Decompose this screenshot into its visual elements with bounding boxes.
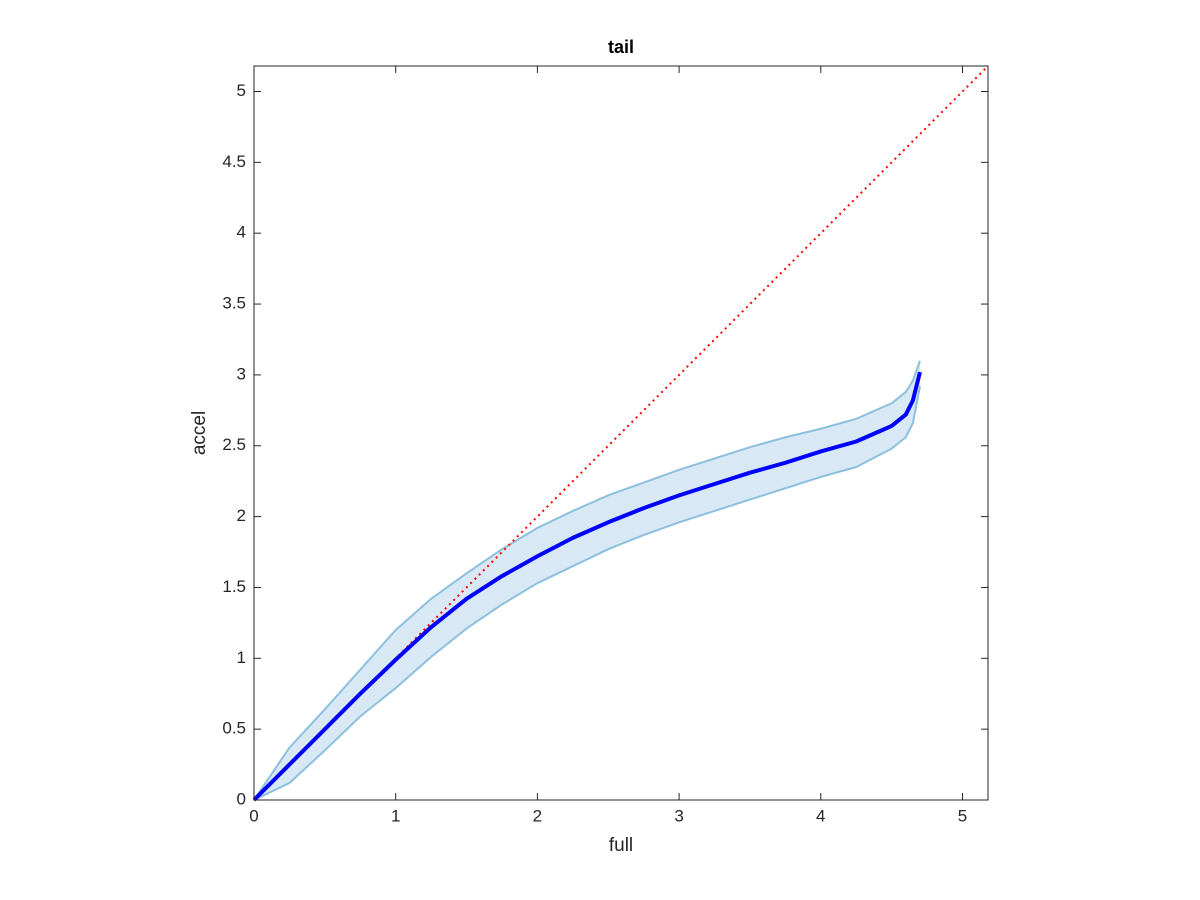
chart-title: tail — [608, 37, 634, 57]
band-edge — [253, 386, 921, 801]
y-tick-label: 2 — [237, 506, 246, 525]
band-edge — [253, 360, 921, 801]
y-tick-label: 0.5 — [222, 719, 246, 738]
y-tick-label: 4.5 — [222, 152, 246, 171]
x-tick-label: 5 — [958, 806, 967, 825]
x-tick-label: 1 — [391, 806, 400, 825]
y-tick-label: 4 — [237, 223, 246, 242]
x-tick-label: 4 — [816, 806, 825, 825]
y-tick-label: 3 — [237, 364, 246, 383]
y-tick-label: 0 — [237, 789, 246, 808]
data-line — [252, 371, 922, 802]
y-axis-label: accel — [189, 411, 210, 455]
x-tick-label: 0 — [249, 806, 258, 825]
axes-box — [253, 65, 989, 801]
x-tick-label: 2 — [533, 806, 542, 825]
x-axis-label: full — [609, 835, 633, 856]
y-tick-label: 5 — [237, 81, 246, 100]
y-tick-label: 2.5 — [222, 435, 246, 454]
y-tick-label: 1 — [237, 648, 246, 667]
y-tick-label: 1.5 — [222, 577, 246, 596]
y-tick-label: 3.5 — [222, 294, 246, 313]
reference-line — [253, 65, 989, 801]
x-tick-label: 3 — [674, 806, 683, 825]
band-fill — [254, 360, 920, 800]
